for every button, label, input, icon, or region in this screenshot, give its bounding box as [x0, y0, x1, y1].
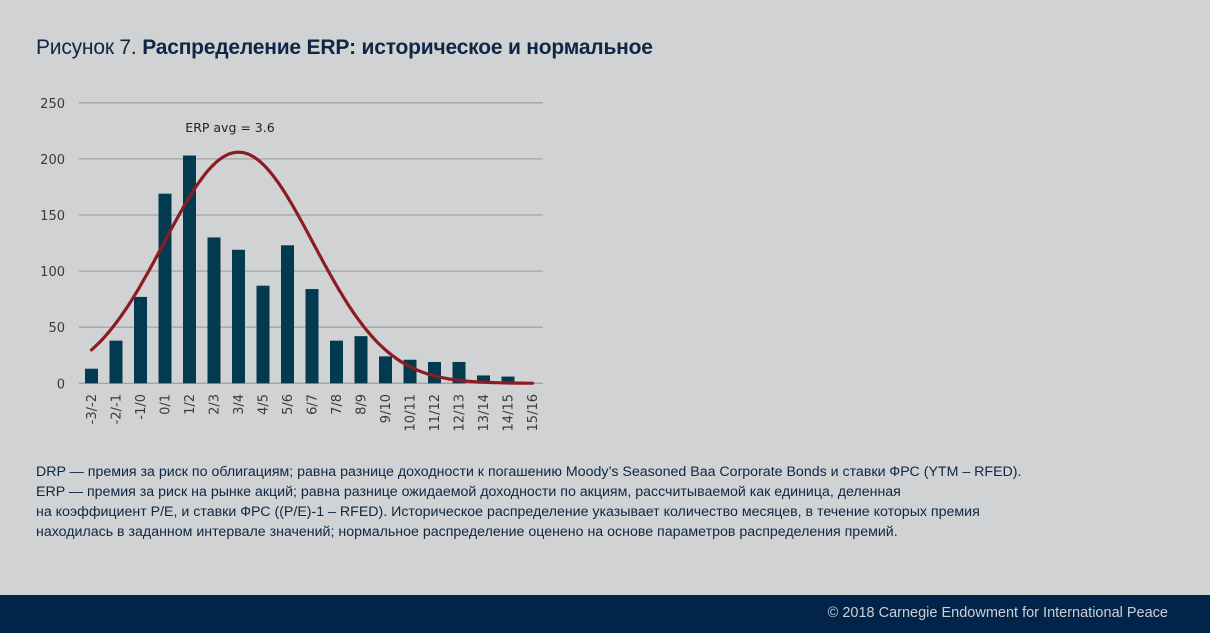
- erp-distribution-chart: 0 50 100 150 200 250 -3/-2 -2/-1 -1/0 0/1 1/2 2/3 3…: [40, 97, 543, 431]
- x-tick-label: -1/0: [134, 394, 149, 420]
- normal-distribution-curve: [89, 150, 535, 385]
- x-tick-label: 0/1: [159, 394, 174, 415]
- y-tick-label: 200: [40, 153, 65, 168]
- y-axis-ticks: 0 50 100 150 200 250: [40, 97, 65, 392]
- bars: [85, 155, 515, 384]
- bar-7/8: [330, 340, 343, 384]
- bar-2/3: [207, 237, 221, 384]
- footnote-line: DRP — премия за риск по облигациям; равн…: [36, 464, 1022, 480]
- figure-title: Рисунок 7. Распределение ERP: историческ…: [36, 36, 653, 60]
- figure-heading: Распределение ERP: историческое и нормал…: [142, 36, 653, 59]
- x-tick-label: 6/7: [306, 394, 321, 415]
- x-tick-label: 12/13: [453, 394, 468, 431]
- bar-12/13: [452, 361, 466, 384]
- copyright-text: © 2018 Carnegie Endowment for Internatio…: [827, 605, 1168, 621]
- x-tick-label: 5/6: [281, 394, 296, 415]
- bar-3/4: [232, 249, 245, 384]
- x-tick-label: 9/10: [379, 394, 394, 423]
- bar-11/12: [428, 361, 441, 384]
- bar--1/0: [134, 296, 147, 384]
- bar-0/1: [158, 193, 172, 384]
- x-tick-label: 8/9: [355, 394, 370, 415]
- bar-8/9: [354, 336, 368, 384]
- bar--3/-2: [85, 368, 98, 384]
- footnote-line: ERP — премия за риск на рынке акций; рав…: [36, 484, 901, 500]
- bar-5/6: [281, 245, 294, 384]
- footnote-line: находилась в заданном интервале значений…: [36, 524, 898, 540]
- y-tick-label: 250: [40, 97, 65, 112]
- x-tick-label: 14/15: [502, 394, 517, 431]
- bar-9/10: [379, 356, 392, 384]
- x-tick-label: 4/5: [257, 394, 272, 415]
- figure-number: Рисунок 7.: [36, 36, 137, 59]
- erp-avg-annotation: ERP avg = 3.6: [185, 120, 274, 135]
- x-tick-label: 2/3: [208, 394, 223, 415]
- bar--2/-1: [109, 340, 123, 384]
- bar-13/14: [477, 375, 490, 384]
- x-tick-label: 3/4: [232, 394, 247, 415]
- x-tick-label: 7/8: [330, 394, 345, 415]
- x-axis-ticks: -3/-2 -2/-1 -1/0 0/1 1/2 2/3 3/4 4/5 5/6 6/7 7/8 8/…: [85, 394, 541, 431]
- x-tick-label: 13/14: [477, 394, 492, 431]
- x-tick-label: 11/12: [428, 394, 443, 431]
- x-tick-label: 1/2: [183, 394, 198, 415]
- y-tick-label: 100: [40, 265, 65, 280]
- bar-6/7: [305, 289, 319, 384]
- y-tick-label: 150: [40, 209, 65, 224]
- chart-footnote: DRP — премия за риск по облигациям; равн…: [36, 462, 1206, 542]
- x-tick-label: 10/11: [404, 394, 419, 431]
- footer-bar: © 2018 Carnegie Endowment for Internatio…: [0, 595, 1210, 633]
- y-tick-label: 50: [48, 321, 65, 336]
- x-tick-label: -2/-1: [110, 394, 125, 424]
- x-tick-label: -3/-2: [85, 394, 100, 424]
- bar-14/15: [501, 376, 515, 384]
- x-tick-label: 15/16: [526, 394, 541, 431]
- y-tick-label: 0: [57, 377, 65, 392]
- footnote-line: на коэффициент P/E, и ставки ФРС ((P/E)-…: [36, 504, 980, 520]
- bar-1/2: [183, 155, 196, 384]
- bar-4/5: [256, 285, 270, 384]
